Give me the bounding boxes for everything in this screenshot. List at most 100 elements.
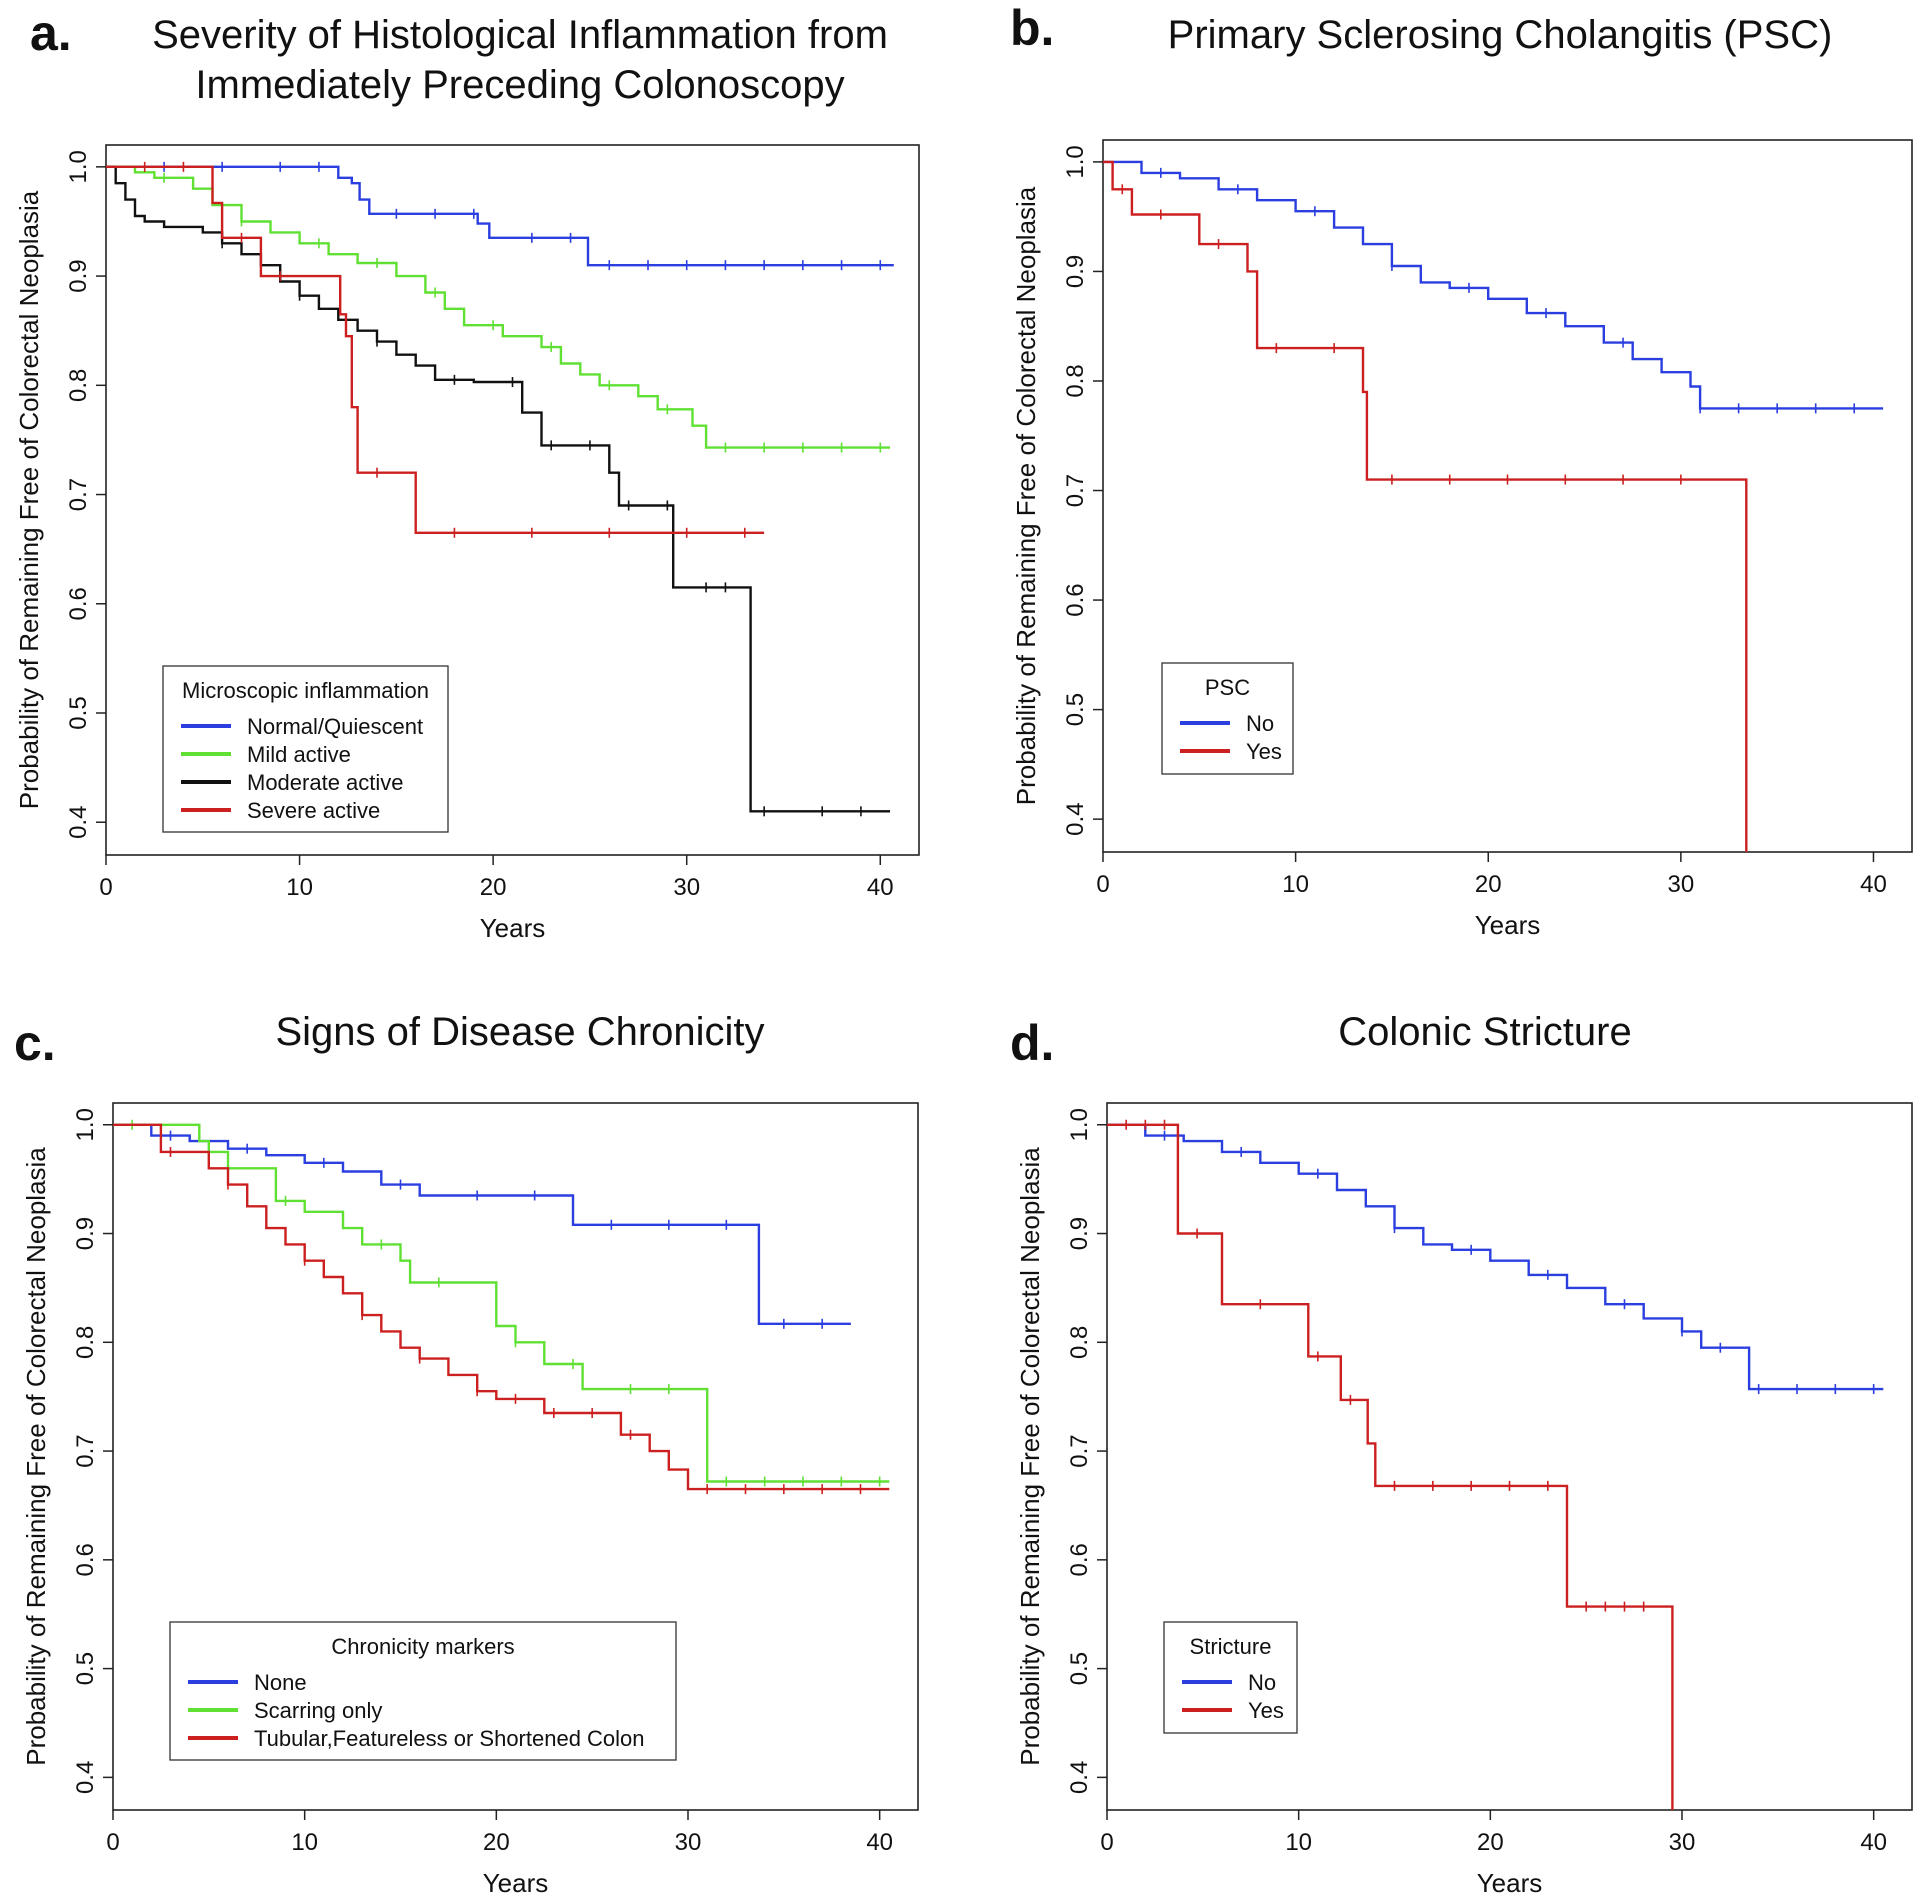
legend-entry: No <box>1248 1670 1276 1695</box>
y-tick-label: 0.6 <box>1066 1543 1093 1576</box>
km-curve-none <box>113 1123 851 1325</box>
y-tick-label: 0.6 <box>65 587 92 620</box>
x-tick-label: 20 <box>480 874 507 901</box>
x-axis-label: Years <box>480 913 546 943</box>
legend-entry: None <box>254 1670 307 1695</box>
legend-entry: Normal/Quiescent <box>247 714 423 739</box>
legend-entry: Moderate active <box>247 770 404 795</box>
km-curve-no <box>1103 160 1884 410</box>
legend-title: PSC <box>1205 675 1250 700</box>
x-axis-label: Years <box>1475 910 1541 940</box>
legend-title: Chronicity markers <box>331 1634 514 1659</box>
km-curve-yes <box>1103 160 1748 852</box>
y-tick-label: 0.4 <box>72 1761 99 1794</box>
km-curve-severe-active <box>106 165 765 534</box>
legend-entry: Scarring only <box>254 1698 382 1723</box>
y-tick-label: 0.6 <box>72 1543 99 1576</box>
km-curve-scarring-only <box>113 1123 890 1483</box>
x-tick-label: 30 <box>1669 1829 1696 1856</box>
x-tick-label: 0 <box>1100 1829 1113 1856</box>
x-tick-label: 30 <box>675 1829 702 1856</box>
y-tick-label: 0.6 <box>1062 583 1089 616</box>
plot-frame <box>1102 139 1913 853</box>
y-tick-label: 1.0 <box>72 1108 99 1141</box>
y-tick-label: 0.9 <box>1066 1217 1093 1250</box>
legend-box <box>1161 662 1294 775</box>
x-tick-label: 10 <box>1285 1829 1312 1856</box>
y-tick-label: 0.5 <box>72 1652 99 1685</box>
y-tick-label: 0.9 <box>65 259 92 292</box>
legend: Stricture No Yes <box>1163 1621 1298 1734</box>
x-tick-label: 20 <box>483 1829 510 1856</box>
y-tick-label: 0.7 <box>1066 1434 1093 1467</box>
x-axis-label: Years <box>483 1868 549 1894</box>
chart-title: Severity of Histological Inflammation fr… <box>152 13 888 57</box>
y-tick-label: 0.5 <box>1066 1652 1093 1685</box>
y-tick-label: 0.5 <box>65 696 92 729</box>
legend-box <box>162 665 449 833</box>
y-tick-label: 0.4 <box>65 806 92 839</box>
legend-box <box>169 1621 677 1761</box>
y-tick-label: 0.4 <box>1062 802 1089 835</box>
y-tick-label: 0.5 <box>1062 693 1089 726</box>
chart-title: Signs of Disease Chronicity <box>275 1010 764 1054</box>
y-tick-label: 0.8 <box>1062 364 1089 397</box>
panel-label: a. <box>30 5 72 61</box>
x-tick-label: 0 <box>99 874 112 901</box>
y-axis-label: Probability of Remaining Free of Colorec… <box>1011 186 1041 805</box>
plot-frame <box>1106 1102 1913 1811</box>
legend-entry: Severe active <box>247 798 380 823</box>
km-curve-tubular-featureless-or-shortened-colon <box>113 1123 890 1491</box>
legend-entry: No <box>1246 711 1274 736</box>
x-tick-label: 10 <box>1282 871 1309 898</box>
y-axis-label: Probability of Remaining Free of Colorec… <box>14 190 44 809</box>
km-curve-yes <box>1107 1123 1674 1810</box>
legend-entry: Yes <box>1248 1698 1284 1723</box>
km-curve-normal-quiescent <box>106 165 894 267</box>
x-tick-label: 40 <box>1860 871 1887 898</box>
x-tick-label: 30 <box>1668 871 1695 898</box>
x-tick-label: 10 <box>291 1829 318 1856</box>
legend-title: Stricture <box>1190 1634 1272 1659</box>
plot-frame <box>112 1102 919 1811</box>
km-curve-no <box>1107 1123 1884 1391</box>
legend: Microscopic inflammation Normal/Quiescent… <box>162 665 449 833</box>
y-tick-label: 1.0 <box>1062 145 1089 178</box>
y-tick-label: 0.7 <box>65 478 92 511</box>
y-axis-label: Probability of Remaining Free of Colorec… <box>1015 1147 1045 1766</box>
y-tick-label: 0.4 <box>1066 1761 1093 1794</box>
x-tick-label: 0 <box>106 1829 119 1856</box>
panel-c: c. Signs of Disease Chronicity 0 10 20 30 40 Ye… <box>14 1010 919 1894</box>
legend-entry: Mild active <box>247 742 351 767</box>
x-tick-label: 40 <box>867 874 894 901</box>
y-tick-label: 0.8 <box>1066 1326 1093 1359</box>
x-tick-label: 0 <box>1096 871 1109 898</box>
y-tick-label: 0.9 <box>72 1217 99 1250</box>
x-tick-label: 40 <box>1860 1829 1887 1856</box>
legend-title: Microscopic inflammation <box>182 678 429 703</box>
km-curve-moderate-active <box>106 165 890 813</box>
panel-label: d. <box>1010 1015 1054 1071</box>
panel-label: c. <box>14 1015 56 1071</box>
x-tick-label: 20 <box>1477 1829 1504 1856</box>
x-tick-label: 10 <box>286 874 313 901</box>
legend: PSC No Yes <box>1161 662 1294 775</box>
panel-d: d. Colonic Stricture 0 10 20 30 40 Years 0.4 0.5 0… <box>1010 1010 1913 1894</box>
panel-label: b. <box>1010 0 1054 56</box>
y-tick-label: 0.7 <box>72 1434 99 1467</box>
legend-box <box>1163 1621 1298 1734</box>
x-axis-label: Years <box>1477 1868 1543 1894</box>
x-tick-label: 30 <box>673 874 700 901</box>
legend: Chronicity markers None Scarring only Tubul… <box>169 1621 677 1761</box>
y-tick-label: 0.8 <box>72 1326 99 1359</box>
y-axis-label: Probability of Remaining Free of Colorec… <box>21 1147 51 1766</box>
legend-entry: Yes <box>1246 739 1282 764</box>
panel-a: a. Severity of Histological Inflammation … <box>14 5 920 943</box>
legend-entry: Tubular,Featureless or Shortened Colon <box>254 1726 645 1751</box>
km-curve-mild-active <box>106 165 890 449</box>
x-tick-label: 40 <box>866 1829 893 1856</box>
y-tick-label: 0.8 <box>65 369 92 402</box>
chart-title: Primary Sclerosing Cholangitis (PSC) <box>1168 13 1833 57</box>
plot-frame <box>105 144 920 856</box>
